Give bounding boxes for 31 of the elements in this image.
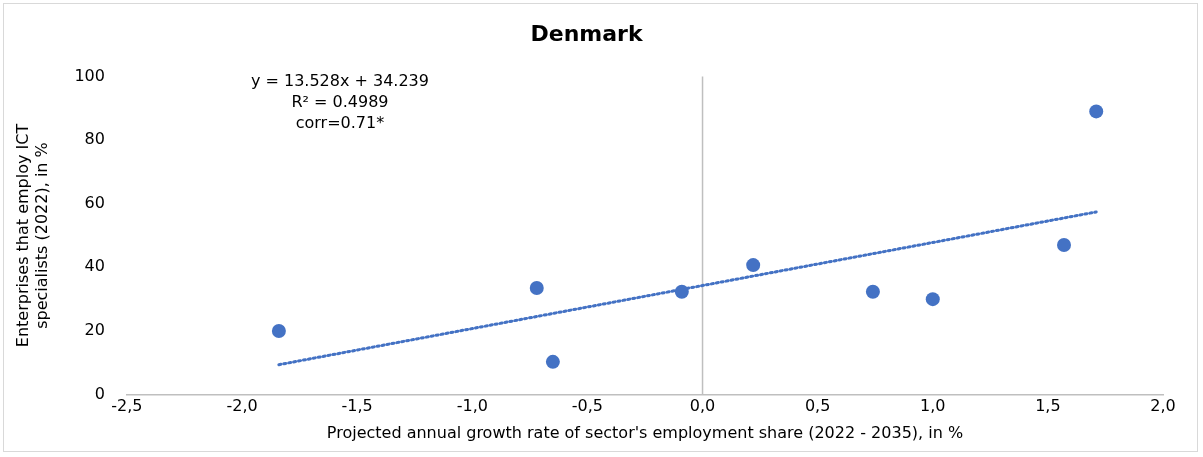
point xyxy=(674,284,689,299)
x-tick-label: 0,0 xyxy=(689,396,716,416)
x-tick-label: -1,5 xyxy=(341,396,373,416)
y-tick-label: 60 xyxy=(84,192,105,212)
point xyxy=(529,281,544,295)
x-tick-label: 1,5 xyxy=(1035,396,1061,416)
point xyxy=(1089,104,1104,119)
x-axis-title: Projected annual growth rate of sector's employment share (2022 - 2035), in % xyxy=(326,422,964,442)
x-tick-label: 1,0 xyxy=(920,396,946,416)
point xyxy=(1057,238,1071,253)
point xyxy=(925,292,940,307)
y-tick-label: 80 xyxy=(84,129,105,149)
y-axis-title: Enterprises that employ ICT specialists (2022), in % xyxy=(12,123,51,348)
point xyxy=(271,323,286,338)
x-tick-label: -0,5 xyxy=(571,396,604,416)
y-tick-label: 0 xyxy=(94,383,105,403)
annotation: y = 13.528x + 34.239 xyxy=(250,70,429,90)
y-tick-label: 100 xyxy=(74,65,105,85)
x-tick-label: 0,5 xyxy=(804,396,831,416)
x-tick-label: -2,5 xyxy=(111,396,143,416)
point xyxy=(545,354,560,369)
annotation: R² = 0.4989 xyxy=(291,91,389,111)
y-tick-label: 20 xyxy=(84,320,105,340)
x-tick-label: -2,0 xyxy=(226,396,258,416)
x-tick-label: 2,0 xyxy=(1150,396,1176,416)
chart-title: Denmark xyxy=(530,20,644,46)
y-tick-label: 40 xyxy=(84,256,105,276)
point xyxy=(746,258,761,273)
point xyxy=(865,284,880,299)
annotation: corr=0.71* xyxy=(295,112,385,132)
x-tick-label: -1,0 xyxy=(456,396,488,416)
